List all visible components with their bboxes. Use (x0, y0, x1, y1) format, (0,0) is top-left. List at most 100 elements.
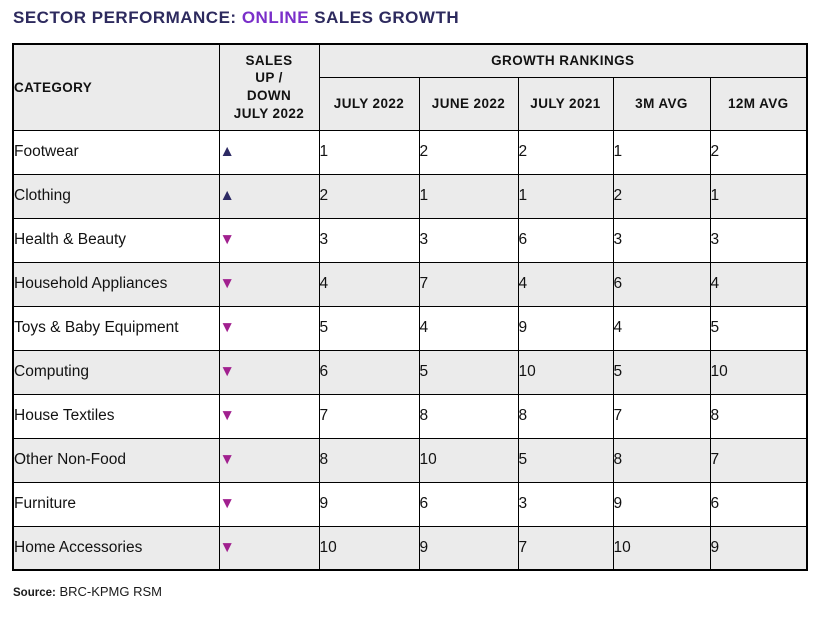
rank-cell: 7 (612, 393, 711, 439)
rank-cell: 9 (612, 481, 711, 527)
column-header-july-2021: JULY 2021 (517, 76, 614, 131)
rank-cell: 1 (709, 173, 808, 219)
rank-cell: 9 (318, 481, 420, 527)
triangle-down-icon: ▼ (218, 525, 320, 571)
rank-cell: 2 (517, 129, 614, 175)
category-cell: Home Accessories (12, 525, 220, 571)
rank-cell: 10 (709, 349, 808, 395)
rank-cell: 4 (517, 261, 614, 307)
rank-cell: 2 (612, 173, 711, 219)
rank-cell: 1 (612, 129, 711, 175)
rank-cell: 7 (709, 437, 808, 483)
category-cell: Computing (12, 349, 220, 395)
rank-cell: 5 (418, 349, 519, 395)
page-title: SECTOR PERFORMANCE: ONLINE SALES GROWTH (13, 7, 810, 29)
rank-cell: 6 (612, 261, 711, 307)
rank-cell: 8 (418, 393, 519, 439)
table-row: Clothing ▲ 2 1 1 2 1 (12, 173, 808, 219)
title-text-left: SECTOR PERFORMANCE: (13, 8, 242, 27)
rank-cell: 3 (612, 217, 711, 263)
table-row: Footwear ▲ 1 2 2 1 2 (12, 129, 808, 175)
table-row: Computing ▼ 6 5 10 5 10 (12, 349, 808, 395)
table-row: Health & Beauty ▼ 3 3 6 3 3 (12, 217, 808, 263)
rank-cell: 8 (318, 437, 420, 483)
rank-cell: 1 (318, 129, 420, 175)
rank-cell: 3 (517, 481, 614, 527)
rank-cell: 9 (709, 525, 808, 571)
rank-cell: 4 (612, 305, 711, 351)
title-text-right: SALES GROWTH (309, 8, 460, 27)
sector-performance-table: CATEGORY SALES UP / DOWN JULY 2022 GROWT… (12, 43, 809, 571)
table-row: Furniture ▼ 9 6 3 9 6 (12, 481, 808, 527)
table-row: Home Accessories ▼ 10 9 7 10 9 (12, 525, 808, 571)
table-row: Household Appliances ▼ 4 7 4 6 4 (12, 261, 808, 307)
rank-cell: 1 (517, 173, 614, 219)
rank-cell: 5 (612, 349, 711, 395)
column-header-12m-avg: 12M AVG (709, 76, 808, 131)
triangle-down-icon: ▼ (218, 437, 320, 483)
title-highlight: ONLINE (241, 8, 310, 27)
rank-cell: 5 (709, 305, 808, 351)
triangle-up-icon: ▲ (218, 129, 320, 175)
column-header-category: CATEGORY (12, 43, 220, 131)
category-cell: Clothing (12, 173, 220, 219)
category-cell: Furniture (12, 481, 220, 527)
rank-cell: 7 (517, 525, 614, 571)
rank-cell: 10 (517, 349, 614, 395)
table-body: Footwear ▲ 1 2 2 1 2 Clothing ▲ 2 1 1 2 1 Health & Bea… (12, 129, 808, 571)
column-header-july-2022: JULY 2022 (318, 76, 420, 131)
rank-cell: 6 (517, 217, 614, 263)
category-cell: House Textiles (12, 393, 220, 439)
rank-cell: 3 (709, 217, 808, 263)
rank-cell: 9 (517, 305, 614, 351)
triangle-down-icon: ▼ (218, 393, 320, 439)
rank-cell: 6 (418, 481, 519, 527)
rank-cell: 2 (318, 173, 420, 219)
rank-cell: 8 (612, 437, 711, 483)
rank-cell: 1 (418, 173, 519, 219)
table-row: Other Non-Food ▼ 8 10 5 8 7 (12, 437, 808, 483)
rank-cell: 6 (318, 349, 420, 395)
source-value: BRC-KPMG RSM (55, 584, 162, 599)
column-header-growth-rankings: GROWTH RANKINGS (318, 43, 808, 78)
category-cell: Other Non-Food (12, 437, 220, 483)
rank-cell: 10 (318, 525, 420, 571)
rank-cell: 6 (709, 481, 808, 527)
rank-cell: 2 (709, 129, 808, 175)
rank-cell: 10 (612, 525, 711, 571)
table-row: Toys & Baby Equipment ▼ 5 4 9 4 5 (12, 305, 808, 351)
category-cell: Toys & Baby Equipment (12, 305, 220, 351)
column-header-june-2022: JUNE 2022 (418, 76, 519, 131)
rank-cell: 7 (418, 261, 519, 307)
rank-cell: 3 (418, 217, 519, 263)
rank-cell: 4 (418, 305, 519, 351)
triangle-down-icon: ▼ (218, 305, 320, 351)
category-cell: Health & Beauty (12, 217, 220, 263)
header-row-group: CATEGORY SALES UP / DOWN JULY 2022 GROWT… (12, 43, 808, 131)
rank-cell: 9 (418, 525, 519, 571)
rank-cell: 5 (318, 305, 420, 351)
triangle-down-icon: ▼ (218, 481, 320, 527)
rank-cell: 7 (318, 393, 420, 439)
header-row-sub: JULY 2022 JUNE 2022 JULY 2021 3M AVG 12M… (13, 76, 808, 131)
triangle-down-icon: ▼ (218, 261, 320, 307)
table-row: House Textiles ▼ 7 8 8 7 8 (12, 393, 808, 439)
rank-cell: 5 (517, 437, 614, 483)
rank-cell: 3 (318, 217, 420, 263)
rank-cell: 4 (318, 261, 420, 307)
table-header: CATEGORY SALES UP / DOWN JULY 2022 GROWT… (12, 43, 808, 131)
triangle-down-icon: ▼ (218, 349, 320, 395)
rank-cell: 4 (709, 261, 808, 307)
column-header-sales-up-down: SALES UP / DOWN JULY 2022 (218, 43, 320, 131)
category-cell: Footwear (12, 129, 220, 175)
triangle-down-icon: ▼ (218, 217, 320, 263)
rank-cell: 8 (709, 393, 808, 439)
rank-cell: 2 (418, 129, 519, 175)
rank-cell: 8 (517, 393, 614, 439)
triangle-up-icon: ▲ (218, 173, 320, 219)
category-cell: Household Appliances (12, 261, 220, 307)
rank-cell: 10 (418, 437, 519, 483)
source-note: Source: BRC-KPMG RSM (13, 584, 810, 599)
column-header-3m-avg: 3M AVG (612, 76, 711, 131)
